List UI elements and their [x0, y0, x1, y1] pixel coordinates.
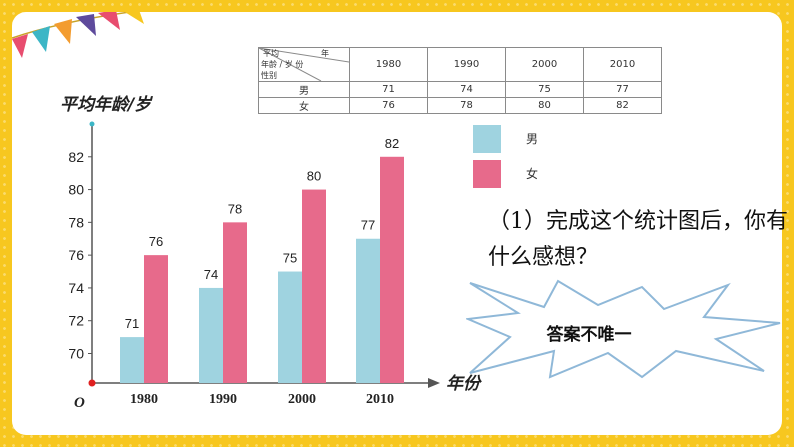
table-header-row: 年 平均 年龄 / 岁 份 性别 1980 1990 2000 2010 [258, 47, 662, 82]
x-tick-label: 2000 [288, 392, 316, 407]
table-year-header: 1990 [427, 47, 506, 82]
bar-male [199, 287, 223, 383]
y-axis-top-dot [89, 121, 95, 127]
table-year-header: 1980 [349, 47, 428, 82]
bar-female [380, 156, 404, 383]
y-tick-label: 80 [68, 182, 84, 198]
x-tick-label: 1980 [130, 392, 158, 407]
y-tick-label: 78 [68, 214, 84, 230]
table-cell: 82 [583, 97, 662, 114]
bar-value-label: 76 [149, 234, 163, 249]
x-tick-label: 1990 [209, 392, 237, 407]
y-tick-label: 76 [68, 247, 84, 263]
bar-value-label: 82 [385, 136, 399, 151]
bar-value-label: 75 [283, 251, 297, 266]
bar-female [302, 189, 326, 383]
table-header-year: 年 [321, 49, 329, 58]
y-axis-title: 平均年龄/岁 [60, 95, 153, 115]
bar-value-label: 78 [228, 201, 242, 216]
y-tick-label: 72 [68, 313, 84, 329]
table-cell: 76 [349, 97, 428, 114]
y-tick-label: 82 [68, 149, 84, 165]
bunting-decoration [12, 12, 144, 58]
answer-burst-text: 答案不唯一 [546, 325, 632, 345]
bar-value-label: 77 [361, 218, 375, 233]
table-row: 女 76 78 80 82 [258, 97, 662, 114]
y-tick-label: 70 [68, 345, 84, 361]
bar-female [223, 222, 247, 383]
origin-label: O [74, 395, 85, 411]
table-corner-header: 年 平均 年龄 / 岁 份 性别 [258, 47, 350, 82]
legend-swatch-male [473, 125, 501, 153]
y-tick-label: 74 [68, 280, 84, 296]
bar-female [144, 255, 168, 383]
data-table: 年 平均 年龄 / 岁 份 性别 1980 1990 2000 2010 男 7… [258, 47, 662, 114]
x-axis-arrow [428, 378, 440, 388]
answer-burst-shape [466, 279, 781, 379]
bar-male [356, 238, 380, 383]
x-tick-label: 2010 [366, 392, 394, 407]
table-year-header: 2000 [505, 47, 584, 82]
table-header-avg: 平均 [263, 49, 279, 58]
legend-swatch-female [473, 160, 501, 188]
table-header-age: 年龄 / 岁 份 [261, 60, 304, 69]
legend-label-female: 女 [526, 167, 539, 181]
table-header-gender: 性别 [261, 71, 277, 80]
bar-value-label: 71 [125, 316, 139, 331]
x-axis-title: 年份 [446, 374, 482, 394]
legend-label-male: 男 [526, 132, 539, 146]
question-text: （1）完成这个统计图后，你有什么感想？ [488, 209, 788, 270]
bar-male [120, 337, 144, 383]
bar-value-label: 80 [307, 169, 321, 184]
bar-value-label: 74 [204, 267, 218, 282]
table-header-diagonals [259, 48, 349, 81]
origin-dot [88, 379, 96, 387]
bar-male [278, 271, 302, 383]
